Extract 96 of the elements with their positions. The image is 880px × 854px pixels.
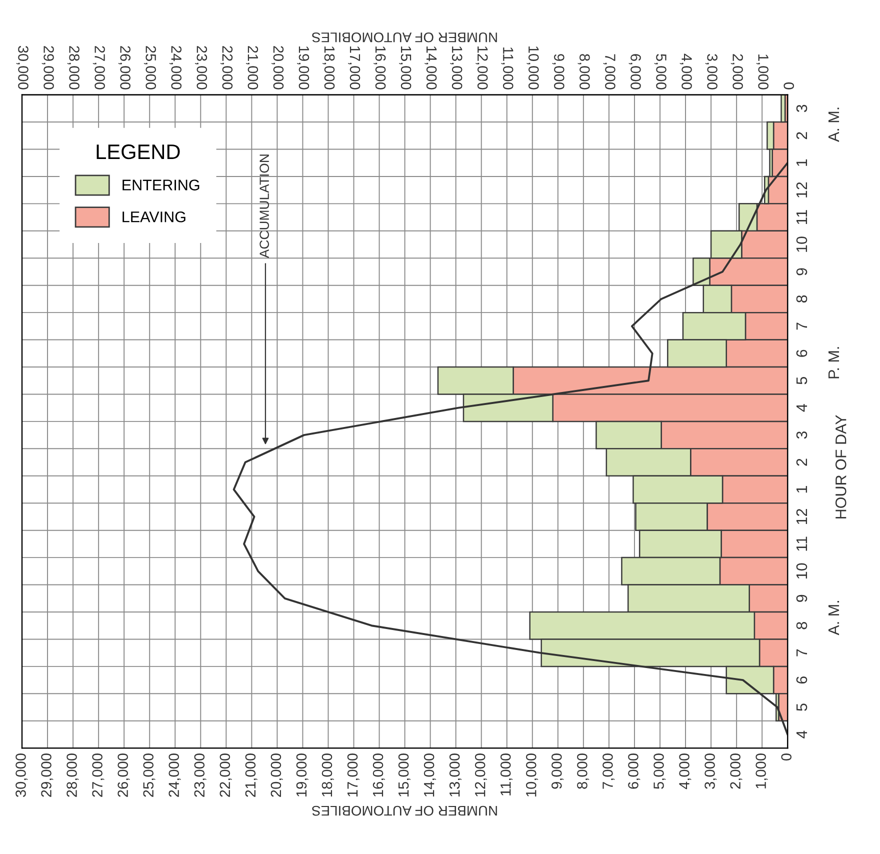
y-axis-title: HOUR OF DAY bbox=[835, 415, 846, 518]
x2-tick-label: 26,000 bbox=[118, 754, 130, 797]
x2-tick-label: 3,000 bbox=[704, 754, 717, 789]
x-tick-label: 2,000 bbox=[730, 54, 743, 90]
y-tick-label: 9 bbox=[796, 268, 808, 276]
x-tick-label: 18,000 bbox=[322, 46, 335, 90]
y-tick-label: 12 bbox=[796, 508, 808, 524]
y-tick-label: 2 bbox=[796, 458, 808, 466]
x-tick-label: 20,000 bbox=[272, 46, 284, 90]
x-tick-label: 26,000 bbox=[118, 46, 130, 90]
x-tick-label: 21,000 bbox=[246, 46, 258, 90]
x2-tick-label: 13,000 bbox=[449, 754, 462, 796]
x2-tick-label: 4,000 bbox=[679, 754, 692, 790]
x2-axis-title: NUMBER OF AUTOMOBILES bbox=[312, 32, 497, 42]
x2-tick-label: 28,000 bbox=[66, 754, 79, 797]
x2-tick-label: 7,000 bbox=[602, 754, 615, 789]
x2-tick-label: 8,000 bbox=[577, 754, 590, 789]
y-tick-label: 10 bbox=[796, 236, 808, 252]
x-tick-label: 22,000 bbox=[220, 46, 233, 90]
x-tick-label: 12,000 bbox=[476, 46, 488, 90]
x2-tick-label: 2,000 bbox=[730, 754, 742, 789]
x2-tick-label: 19,000 bbox=[296, 754, 308, 796]
text: A. M. bbox=[828, 108, 840, 142]
y-tick-label: 3 bbox=[796, 104, 808, 112]
y-tick-label: 10 bbox=[796, 563, 808, 578]
x2-tick-label: 11,000 bbox=[500, 754, 513, 796]
y-tick-label: 11 bbox=[796, 210, 808, 224]
x-tick-label: 16,000 bbox=[374, 46, 386, 90]
x2-tick-label: 9,000 bbox=[552, 754, 564, 789]
x2-tick-label: 5,000 bbox=[654, 754, 666, 789]
x-tick-label: 3,000 bbox=[705, 54, 718, 90]
y-tick-label: 6 bbox=[796, 676, 808, 684]
x2-tick-label: 25,000 bbox=[143, 754, 156, 797]
x-tick-label: 11,000 bbox=[501, 48, 514, 90]
y-tick-label: 7 bbox=[796, 322, 808, 330]
x-tick-label: 5,000 bbox=[654, 54, 666, 90]
x2-tick-label: 0 bbox=[781, 754, 792, 761]
y-tick-label: 1 bbox=[796, 486, 808, 493]
x-tick-label: 24,000 bbox=[169, 46, 182, 90]
y-tick-label: 12 bbox=[796, 182, 808, 198]
x-tick-label: 19,000 bbox=[297, 46, 310, 90]
x2-tick-label: 22,000 bbox=[220, 754, 232, 797]
x-tick-label: 8,000 bbox=[578, 54, 590, 90]
legend-label: ENTERING bbox=[122, 180, 200, 190]
x-tick-label: 9,000 bbox=[552, 54, 564, 90]
annotation: ACCUMULATION bbox=[260, 154, 270, 258]
x-tick-label: 6,000 bbox=[628, 54, 641, 90]
x-tick-label: 27,000 bbox=[92, 46, 105, 90]
x2-tick-label: 1,000 bbox=[756, 754, 768, 788]
x2-tick-label: 27,000 bbox=[92, 754, 104, 797]
x-axis-title: NUMBER OF AUTOMOBILES bbox=[312, 806, 497, 816]
y-tick-label: 11 bbox=[796, 536, 808, 551]
x-tick-label: 17,000 bbox=[348, 46, 360, 90]
x2-tick-label: 16,000 bbox=[372, 754, 385, 796]
y-tick-label: 5 bbox=[796, 377, 808, 384]
x-tick-label: 15,000 bbox=[399, 46, 412, 90]
x2-tick-label: 23,000 bbox=[194, 754, 206, 797]
y-tick-label: 1 bbox=[796, 159, 808, 166]
y-tick-label: 7 bbox=[796, 649, 808, 656]
x-tick-label: 25,000 bbox=[144, 46, 156, 90]
legend-title: LEGEND bbox=[96, 144, 180, 160]
text: P. M. bbox=[828, 347, 840, 378]
y-tick-label: 6 bbox=[796, 350, 808, 357]
y-tick-label: 9 bbox=[796, 594, 808, 602]
x-tick-label: 28,000 bbox=[67, 46, 80, 90]
y-tick-label: 3 bbox=[796, 431, 808, 439]
text: A. M. bbox=[828, 601, 840, 636]
x-tick-label: 30,000 bbox=[16, 46, 28, 90]
x2-tick-label: 29,000 bbox=[41, 754, 54, 797]
y-tick-label: 8 bbox=[796, 295, 808, 303]
x-tick-label: 10,000 bbox=[526, 46, 539, 90]
x2-tick-label: 20,000 bbox=[270, 754, 283, 797]
x2-tick-label: 10,000 bbox=[526, 754, 538, 796]
x-tick-label: 0 bbox=[784, 82, 794, 90]
x2-tick-label: 15,000 bbox=[398, 754, 410, 796]
y-tick-label: 4 bbox=[796, 404, 808, 412]
x-tick-label: 4,000 bbox=[680, 54, 692, 90]
x2-tick-label: 18,000 bbox=[322, 754, 334, 796]
x2-tick-label: 24,000 bbox=[168, 754, 181, 797]
x2-tick-label: 30,000 bbox=[16, 754, 28, 798]
x-tick-label: 14,000 bbox=[424, 46, 437, 90]
y-tick-label: 5 bbox=[796, 704, 808, 711]
x2-tick-label: 12,000 bbox=[474, 754, 487, 796]
x2-tick-label: 21,000 bbox=[245, 754, 258, 797]
x-tick-label: 13,000 bbox=[450, 46, 462, 90]
x-tick-label: 7,000 bbox=[603, 54, 616, 90]
x-tick-label: 1,000 bbox=[756, 54, 768, 90]
legend-label: LEAVING bbox=[122, 211, 186, 222]
y-tick-label: 4 bbox=[796, 730, 808, 738]
x2-tick-label: 17,000 bbox=[347, 754, 360, 796]
y-tick-label: 2 bbox=[796, 132, 808, 140]
y-tick-label: 8 bbox=[796, 622, 808, 630]
x2-tick-label: 6,000 bbox=[628, 754, 640, 789]
x2-tick-label: 14,000 bbox=[424, 754, 436, 796]
x-tick-label: 23,000 bbox=[195, 46, 208, 90]
x-tick-label: 29,000 bbox=[42, 46, 54, 90]
